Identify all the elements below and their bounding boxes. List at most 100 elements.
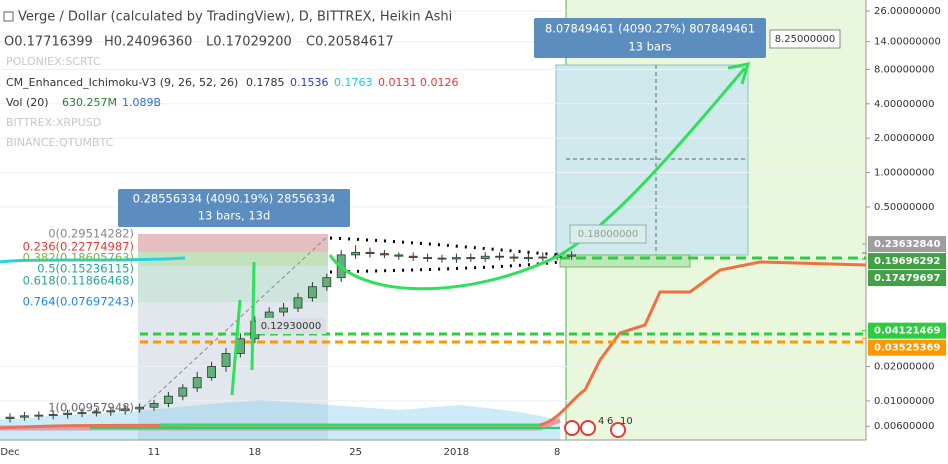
candle-body xyxy=(351,251,361,256)
candle-body xyxy=(365,251,375,255)
fib-label: 0.618(0.11866468) xyxy=(23,274,134,288)
y-tick-label: 1.00000000 xyxy=(874,168,934,179)
candle-body xyxy=(207,366,217,378)
move-arrow xyxy=(230,261,256,396)
ohlc-low: L0.17029200 xyxy=(206,35,292,50)
fib-labels: 0(0.29514282)0.236(0.22774987)0.382(0.18… xyxy=(23,227,134,415)
candle-body xyxy=(63,412,72,415)
candle-body xyxy=(408,255,418,258)
x-tick-label: 2018 xyxy=(444,447,469,458)
candle-body xyxy=(178,387,188,397)
x-tick-label: 25 xyxy=(349,447,362,458)
price-label: 0.17479697 xyxy=(874,273,940,284)
candle-body xyxy=(77,412,87,414)
candle-body xyxy=(106,410,116,413)
measure-text: 13 bars, 13d xyxy=(198,209,271,223)
indicator-value: 0.1785 xyxy=(246,76,285,89)
candle-body xyxy=(567,254,576,257)
symbol-overlay[interactable]: BINANCE:QTUMBTC xyxy=(6,136,114,149)
y-tick-label: 0.50000000 xyxy=(874,202,934,213)
event-count: 6 xyxy=(607,416,613,427)
event-count: 4 xyxy=(598,416,604,427)
candle-body xyxy=(5,416,15,419)
projection-arrow xyxy=(328,67,747,291)
y-tick-label: 26.00000000 xyxy=(874,6,941,17)
low-label: 0.12930000 xyxy=(261,321,321,332)
fib-label: 0.236(0.22774987) xyxy=(23,240,134,254)
measure-box[interactable] xyxy=(534,18,766,58)
price-label-box xyxy=(868,253,946,270)
symbol-overlay[interactable]: BITTREX:XRPUSD xyxy=(6,116,101,129)
collapse-icon[interactable] xyxy=(3,11,14,22)
candle-body xyxy=(509,256,519,259)
candle-body xyxy=(495,255,505,258)
candle-body xyxy=(322,277,332,288)
entry-label-box[interactable] xyxy=(569,224,647,244)
candle-body xyxy=(120,408,130,412)
fib-band xyxy=(138,234,328,252)
price-label-box xyxy=(868,339,946,356)
candle-body xyxy=(149,403,159,408)
axis-layer: 26.00000000 14.00000000 8.00000000 4.000000… xyxy=(0,6,946,458)
candle-body xyxy=(451,257,461,260)
price-label-box xyxy=(868,322,946,339)
candle-body xyxy=(92,411,101,414)
candle-body xyxy=(480,255,490,260)
y-tick-label: 14.00000000 xyxy=(874,37,941,48)
indicator-value: 630.257M xyxy=(62,96,117,109)
lagging-line xyxy=(0,256,186,264)
fib-label: 1(0.00957948) xyxy=(48,401,134,415)
fib-label: 0.5(0.15236115) xyxy=(37,262,134,276)
measure-text: 8.07849461 (4090.27%) 807849461 xyxy=(545,22,755,36)
candle-body xyxy=(524,257,533,259)
indicator-value: 0.0126 xyxy=(420,76,459,89)
grid-layer xyxy=(0,10,866,427)
indicator-name[interactable]: Vol (20) xyxy=(6,96,49,109)
price-axis xyxy=(866,0,948,440)
candle-body xyxy=(307,286,317,299)
candle-body xyxy=(48,414,58,416)
low-label-box xyxy=(256,318,326,334)
ohlc-open: O0.17716399 xyxy=(4,35,93,50)
fib-trend xyxy=(137,235,329,413)
x-tick-label: 18 xyxy=(248,447,261,458)
measure-box[interactable] xyxy=(118,189,350,227)
chart-title: Verge / Dollar (calculated by TradingVie… xyxy=(18,10,452,25)
candle-body xyxy=(379,253,389,256)
fib-band xyxy=(138,266,328,302)
symbol-overlay[interactable]: POLONIEX:SCRTC xyxy=(6,55,101,68)
candle-body xyxy=(423,257,433,259)
price-label: 0.03525369 xyxy=(874,343,940,354)
x-tick-label: 11 xyxy=(148,447,161,458)
y-tick-label: 0.01000000 xyxy=(874,396,934,407)
price-label: 0.04121469 xyxy=(874,326,940,337)
target-box[interactable] xyxy=(769,29,841,49)
price-label-box xyxy=(868,236,946,253)
x-tick-label: Dec xyxy=(0,447,19,458)
candle-body xyxy=(192,377,202,389)
indicator-name[interactable]: CM_Enhanced_Ichimoku-V3 (9, 26, 52, 26) xyxy=(6,76,238,89)
y-tick-label: 8.00000000 xyxy=(874,64,934,75)
target-label: 8.25000000 xyxy=(775,34,835,45)
event-icon[interactable] xyxy=(610,422,626,438)
indicator-value: 0.0131 xyxy=(378,76,417,89)
event-icon[interactable] xyxy=(580,420,596,436)
wedge-line xyxy=(329,260,561,274)
y-tick-label: 0.00600000 xyxy=(874,421,934,432)
y-tick-label: 4.00000000 xyxy=(874,99,934,110)
candle-body xyxy=(221,353,231,367)
fib-label: 0(0.29514282) xyxy=(48,227,134,241)
indicator-value: 1.089B xyxy=(122,96,161,109)
projection-box xyxy=(555,64,749,256)
fib-label: 0.764(0.07697243) xyxy=(23,295,134,309)
indicator-value: 0.1536 xyxy=(290,76,329,89)
candle-body xyxy=(394,254,404,257)
candle-body xyxy=(279,307,289,313)
arrow-head xyxy=(727,62,751,85)
ohlc-high: H0.24096360 xyxy=(104,35,192,50)
event-icon[interactable] xyxy=(564,420,580,436)
candle-body xyxy=(466,257,476,260)
entry-label: 0.18000000 xyxy=(578,229,638,240)
price-label-box xyxy=(868,270,946,287)
